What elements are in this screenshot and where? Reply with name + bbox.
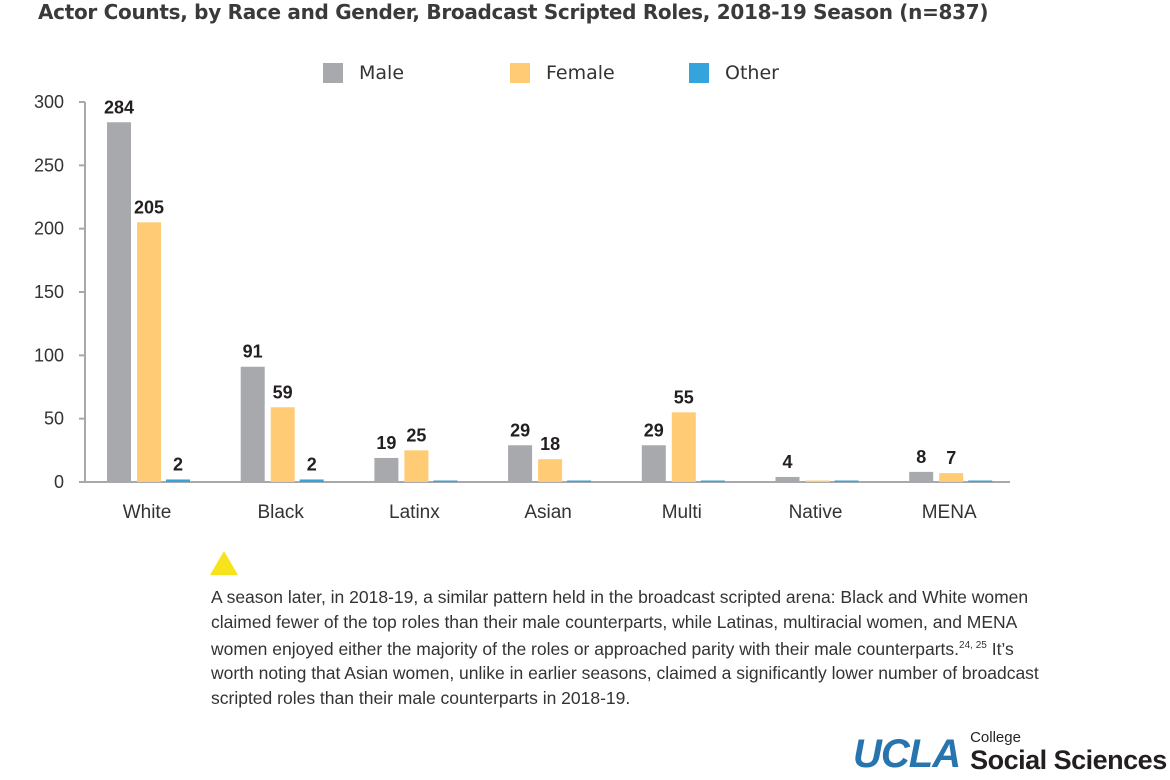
data-label: 205 [134,197,164,217]
y-tick-label: 0 [54,472,64,492]
bar-other [166,479,190,482]
x-tick-label: MENA [922,502,977,523]
data-label: 91 [243,342,263,362]
data-label: 2 [173,454,183,474]
bar-male [508,445,533,482]
bar-male [240,366,265,482]
data-label: 55 [674,387,694,407]
logo-ucla: UCLA [853,732,961,776]
x-tick-label: Latinx [389,502,440,523]
legend-item-other: Other [689,62,779,84]
bar-male [775,476,800,482]
data-label: 7 [946,448,956,468]
logo-college: College [970,729,1021,746]
bar-other [968,480,993,482]
legend-item-male: Male [323,62,404,84]
bar-other [433,480,458,482]
bar-male [909,471,934,482]
data-label: 18 [540,434,560,454]
y-tick-label: 250 [34,155,64,175]
data-label: 19 [376,433,396,453]
bar-male [374,457,399,482]
x-tick-label: Multi [662,502,702,523]
caption-text: A season later, in 2018-19, a similar pa… [211,587,1029,659]
data-label: 4 [782,452,792,472]
x-tick-label: Native [789,502,843,523]
bar-female [671,412,696,482]
data-label: 59 [273,382,293,402]
y-tick-label: 300 [34,92,64,112]
bar-female [270,407,295,482]
bar-other [299,479,324,482]
x-tick-label: White [123,502,172,523]
data-label: 2 [307,454,317,474]
bar-other [834,480,859,482]
bar-female [404,450,429,482]
data-label: 29 [510,420,530,440]
legend-label: Male [359,62,405,84]
bar-female [805,480,830,482]
bar-other [567,480,592,482]
y-tick-label: 200 [34,219,64,239]
bar-chart: 050100150200250300White2842052Black91592… [34,92,1010,523]
triangle-marker-icon [210,551,238,575]
x-tick-label: Black [257,502,304,523]
footnote-ref: 24, 25 [959,640,987,651]
data-label: 284 [104,97,134,117]
legend-label: Other [725,62,779,84]
caption: A season later, in 2018-19, a similar pa… [211,585,1041,710]
legend-item-female: Female [510,62,615,84]
x-tick-label: Asian [524,502,572,523]
data-label: 25 [406,425,426,445]
bar-male [107,122,131,483]
legend-swatch [689,63,709,83]
logo-social-sciences: Social Sciences [970,745,1167,775]
bar-male [641,445,666,482]
bar-female [137,222,161,483]
ucla-logo: UCLA College Social Sciences [853,729,1167,776]
y-tick-label: 50 [44,409,64,429]
bar-other [700,480,725,482]
y-tick-label: 150 [34,282,64,302]
legend-swatch [510,63,530,83]
caption-text-continued: It’s worth noting that Asian women, unli… [211,638,1039,708]
y-tick-label: 100 [34,345,64,365]
bar-female [538,459,563,482]
data-label: 8 [916,447,926,467]
chart-title: Actor Counts, by Race and Gender, Broadc… [38,0,989,24]
bar-female [939,473,964,482]
data-label: 29 [644,420,664,440]
legend-swatch [323,63,343,83]
legend-label: Female [546,62,615,84]
